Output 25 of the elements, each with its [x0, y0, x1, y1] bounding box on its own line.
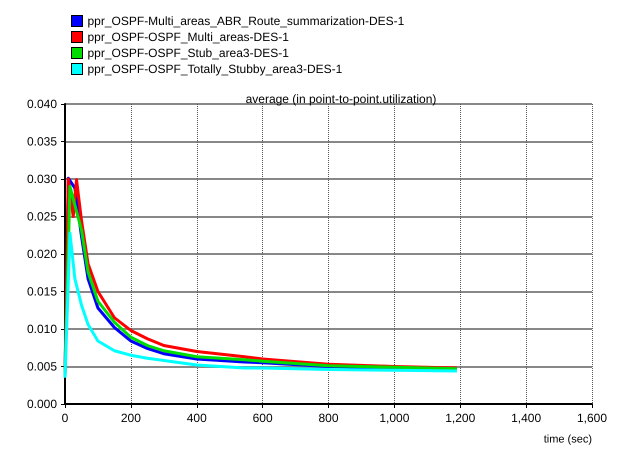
x-tick-label: 1,000 — [379, 411, 410, 425]
x-tick-label: 600 — [252, 411, 273, 425]
legend-label: ppr_OSPF-OSPF_Multi_areas-DES-1 — [88, 30, 290, 44]
y-tick-label: 0.025 — [26, 210, 58, 224]
x-tick-label: 1,400 — [511, 411, 542, 425]
legend-label: ppr_OSPF-OSPF_Stub_area3-DES-1 — [88, 46, 290, 60]
x-axis-title: time (sec) — [544, 434, 592, 446]
y-tick-label: 0.005 — [26, 360, 58, 374]
line-series — [64, 232, 458, 380]
y-tick-label: 0.000 — [26, 397, 58, 411]
y-tick-label: 0.015 — [26, 284, 58, 298]
y-tick-label: 0.040 — [26, 97, 58, 111]
x-tick-label: 0 — [62, 411, 69, 425]
y-tick-label: 0.030 — [26, 172, 58, 186]
y-tick-label: 0.035 — [26, 134, 58, 148]
y-tick-label: 0.010 — [26, 322, 58, 336]
y-tick-label: 0.020 — [26, 247, 58, 261]
legend-label: ppr_OSPF-Multi_areas_ABR_Route_summarization-DES-1 — [88, 14, 405, 28]
x-tick-label: 1,200 — [445, 411, 476, 425]
x-tick-label: 200 — [120, 411, 142, 425]
x-tick-label: 800 — [318, 411, 339, 425]
chart-title: average (in point-to-point.utilization) — [246, 92, 436, 106]
x-tick-label: 400 — [186, 411, 208, 425]
legend-label: ppr_OSPF-OSPF_Totally_Stubby_area3-DES-1 — [88, 62, 343, 76]
x-tick-label: 1,600 — [576, 411, 608, 425]
